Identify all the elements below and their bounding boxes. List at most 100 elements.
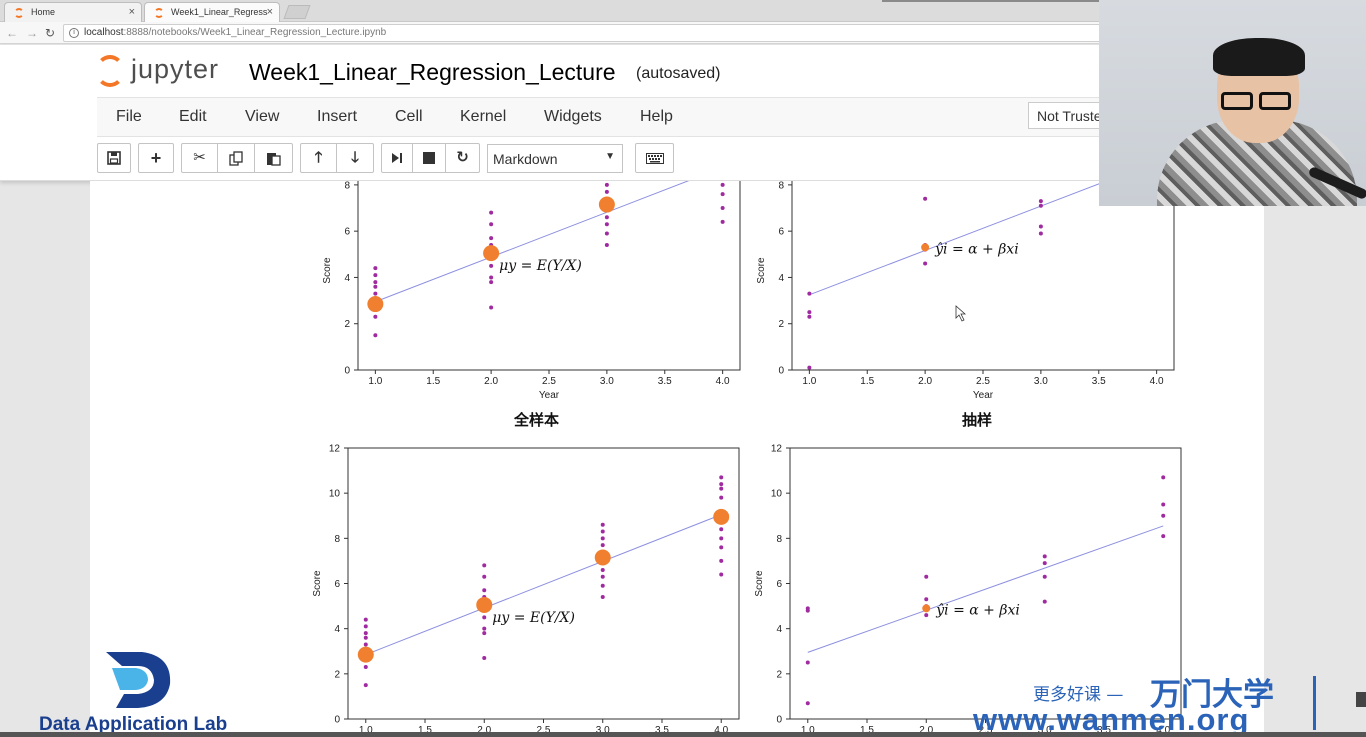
data-point — [373, 284, 378, 289]
cell-type-select[interactable]: Markdown ▼ — [487, 144, 623, 173]
y-tick-label: 0 — [344, 366, 350, 377]
insert-cell-button[interactable]: + — [138, 143, 174, 173]
x-tick-label: 1.0 — [359, 725, 373, 736]
data-point — [604, 222, 609, 227]
command-palette-button[interactable] — [635, 143, 674, 173]
back-arrow-icon[interactable]: ← — [6, 26, 18, 40]
regression-line — [809, 181, 1108, 296]
browser-tab-notebook[interactable]: Week1_Linear_Regress × — [144, 2, 280, 22]
interrupt-kernel-button[interactable] — [412, 143, 446, 173]
move-down-button[interactable]: 🡓 — [336, 143, 374, 173]
paste-button[interactable] — [254, 143, 293, 173]
url-path: :8888/notebooks/Week1_Linear_Regression_… — [123, 27, 387, 38]
x-tick-label: 2.5 — [542, 376, 556, 387]
move-up-button[interactable]: 🡑 — [300, 143, 337, 173]
data-point — [373, 273, 378, 278]
menu-help[interactable]: Help — [640, 108, 673, 125]
y-tick-label: 8 — [344, 181, 350, 191]
data-point — [1038, 231, 1043, 236]
url-input[interactable]: i localhost:8888/notebooks/Week1_Linear_… — [63, 24, 1103, 42]
data-point — [482, 626, 487, 631]
data-point — [923, 261, 928, 266]
browser-tab-strip: Home × Week1_Linear_Regress × — [0, 0, 1366, 22]
data-point — [1038, 199, 1043, 204]
data-point — [719, 486, 724, 491]
save-icon — [107, 151, 121, 165]
x-tick-label: 2.0 — [484, 376, 498, 387]
plot-frame — [347, 447, 740, 720]
data-point — [924, 597, 929, 602]
regression-line — [807, 525, 1164, 653]
menu-widgets[interactable]: Widgets — [544, 108, 602, 125]
y-tick-label: 4 — [344, 273, 350, 284]
data-point — [805, 606, 810, 611]
data-point — [600, 574, 605, 579]
notebook-title[interactable]: Week1_Linear_Regression_Lecture — [249, 59, 616, 85]
data-point — [1042, 561, 1047, 566]
close-icon[interactable]: × — [128, 6, 135, 18]
run-cell-button[interactable] — [381, 143, 413, 173]
data-point — [600, 543, 605, 548]
mean-point — [713, 508, 730, 525]
data-point — [489, 280, 494, 285]
plot-frame — [791, 181, 1175, 371]
y-tick-label: 4 — [776, 624, 782, 635]
plot-frame — [789, 447, 1182, 720]
keyboard-icon — [645, 153, 664, 164]
tab-label: Home — [31, 7, 56, 17]
x-tick-label: 2.5 — [537, 725, 551, 736]
address-bar: ← → ↻ i localhost:8888/notebooks/Week1_L… — [0, 22, 1366, 44]
info-icon[interactable]: i — [69, 28, 79, 38]
scissors-icon: ✂ — [193, 149, 206, 166]
data-point — [719, 495, 724, 500]
x-tick-label: 3.5 — [1097, 725, 1111, 736]
data-point — [719, 475, 724, 480]
reload-icon[interactable]: ↻ — [45, 26, 56, 40]
y-tick-label: 2 — [344, 319, 350, 330]
webcam-overlay — [1099, 0, 1366, 206]
menu-view[interactable]: View — [245, 108, 280, 125]
data-point — [482, 574, 487, 579]
trust-status-button[interactable]: Not Trusted — [1028, 102, 1108, 129]
menu-file[interactable]: File — [116, 108, 142, 125]
y-tick-label: 8 — [778, 181, 784, 191]
data-point — [807, 365, 812, 370]
data-point — [923, 196, 928, 201]
chevron-down-icon: ▼ — [605, 151, 615, 162]
notebook-output-area: 1.0 1.5 2.0 2.5 3.0 3.5 4.0 0 2 4 6 8 Score Year μy = … — [90, 181, 1264, 737]
jupyter-logo-icon[interactable] — [96, 55, 126, 89]
y-tick-label: 8 — [776, 534, 782, 545]
data-point — [363, 683, 368, 688]
copy-button[interactable] — [217, 143, 255, 173]
data-application-lab-watermark: Data Application Lab — [39, 714, 228, 735]
data-point — [1161, 502, 1166, 507]
forward-arrow-icon[interactable]: → — [26, 26, 38, 40]
cut-button[interactable]: ✂ — [181, 143, 218, 173]
scrollbar-thumb[interactable] — [1356, 692, 1366, 707]
y-tick-label: 0 — [778, 366, 784, 377]
data-point — [373, 280, 378, 285]
save-button[interactable] — [97, 143, 131, 173]
y-tick-label: 6 — [334, 579, 340, 590]
data-point — [719, 558, 724, 563]
menu-kernel[interactable]: Kernel — [460, 108, 507, 125]
close-icon[interactable]: × — [266, 6, 273, 18]
menu-cell[interactable]: Cell — [395, 108, 423, 125]
data-point — [807, 291, 812, 296]
new-tab-button[interactable] — [283, 5, 311, 19]
y-tick-label: 12 — [329, 444, 341, 455]
restart-kernel-button[interactable]: ↻ — [445, 143, 480, 173]
data-point — [482, 656, 487, 661]
x-axis-label: Year — [539, 390, 560, 401]
x-tick-label: 1.5 — [860, 725, 874, 736]
data-point — [924, 613, 929, 618]
x-tick-label: 1.0 — [368, 376, 382, 387]
jupyter-logo-text[interactable]: jupyter — [131, 54, 220, 84]
y-tick-label: 6 — [344, 227, 350, 238]
x-tick-label: 3.0 — [1034, 376, 1048, 387]
y-tick-label: 0 — [776, 715, 782, 726]
browser-tab-home[interactable]: Home × — [4, 2, 142, 22]
x-tick-label: 1.0 — [802, 376, 816, 387]
menu-edit[interactable]: Edit — [179, 108, 207, 125]
menu-insert[interactable]: Insert — [317, 108, 358, 125]
